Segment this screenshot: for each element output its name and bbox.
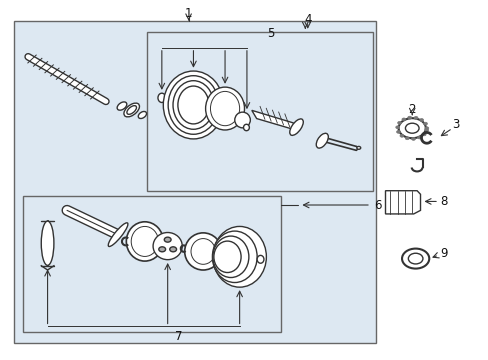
Ellipse shape: [153, 233, 182, 260]
Circle shape: [401, 249, 428, 269]
Text: 2: 2: [407, 103, 415, 116]
Ellipse shape: [205, 87, 244, 130]
Ellipse shape: [243, 124, 249, 131]
Ellipse shape: [178, 86, 208, 124]
Bar: [23, 196, 281, 332]
Ellipse shape: [234, 112, 250, 128]
Ellipse shape: [108, 223, 128, 247]
Circle shape: [396, 130, 400, 133]
Text: 3: 3: [451, 118, 459, 131]
Ellipse shape: [131, 226, 158, 256]
Ellipse shape: [257, 255, 264, 263]
Ellipse shape: [173, 81, 213, 129]
Ellipse shape: [41, 221, 54, 265]
Text: 8: 8: [439, 195, 447, 208]
Circle shape: [421, 133, 425, 136]
Ellipse shape: [210, 91, 239, 126]
Text: 7: 7: [175, 330, 182, 343]
Bar: [147, 32, 372, 191]
Bar: [14, 21, 375, 342]
Circle shape: [405, 137, 408, 140]
Circle shape: [419, 118, 423, 121]
Circle shape: [398, 118, 425, 138]
Text: 4: 4: [304, 13, 311, 26]
Circle shape: [417, 136, 421, 139]
Circle shape: [413, 116, 417, 119]
Ellipse shape: [191, 239, 215, 264]
Ellipse shape: [212, 236, 248, 278]
Text: 5: 5: [267, 27, 274, 40]
Circle shape: [169, 247, 176, 252]
Ellipse shape: [163, 71, 223, 139]
Ellipse shape: [289, 119, 303, 135]
Ellipse shape: [123, 103, 139, 117]
Ellipse shape: [168, 76, 218, 134]
Circle shape: [356, 147, 360, 149]
Circle shape: [407, 116, 411, 119]
Circle shape: [399, 134, 403, 137]
Ellipse shape: [117, 102, 126, 110]
Circle shape: [411, 138, 415, 140]
Text: 6: 6: [374, 198, 381, 212]
Ellipse shape: [126, 222, 163, 261]
Ellipse shape: [184, 233, 221, 270]
Circle shape: [401, 118, 405, 121]
Polygon shape: [251, 111, 297, 131]
Ellipse shape: [127, 105, 136, 114]
Ellipse shape: [212, 226, 266, 287]
Text: 1: 1: [184, 7, 192, 20]
Circle shape: [407, 253, 422, 264]
Ellipse shape: [213, 241, 241, 273]
Circle shape: [424, 129, 427, 131]
Circle shape: [405, 123, 418, 133]
Ellipse shape: [212, 231, 257, 283]
Circle shape: [424, 127, 428, 130]
Ellipse shape: [158, 93, 165, 103]
Circle shape: [395, 126, 399, 129]
Text: 9: 9: [439, 247, 447, 260]
Ellipse shape: [316, 133, 327, 148]
Ellipse shape: [138, 112, 146, 118]
Polygon shape: [385, 191, 420, 214]
Circle shape: [423, 122, 427, 125]
Circle shape: [397, 121, 401, 124]
Circle shape: [164, 237, 171, 242]
Circle shape: [159, 247, 165, 252]
